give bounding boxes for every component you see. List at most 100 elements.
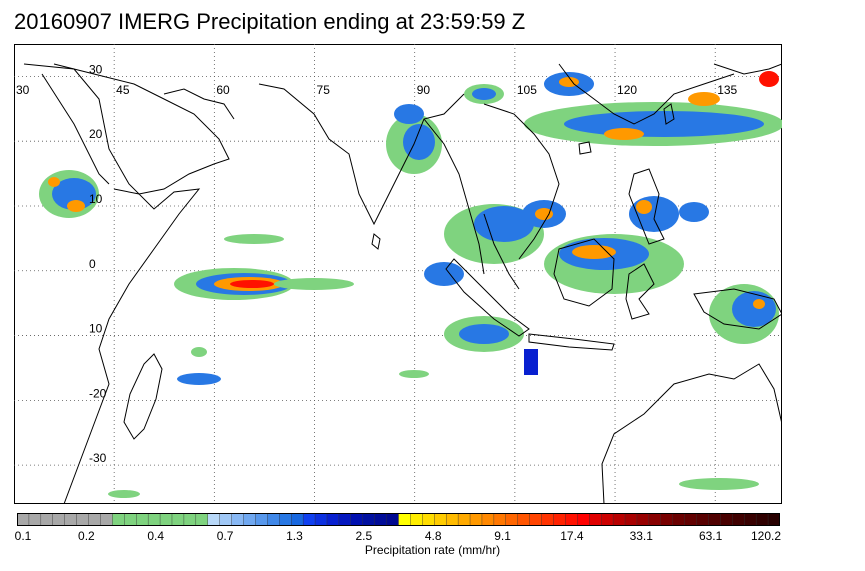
colorbar-swatch bbox=[529, 513, 543, 526]
coastline-bay-bengal-east bbox=[423, 118, 485, 275]
coastline-africa-east bbox=[23, 63, 201, 504]
colorbar-swatch bbox=[445, 513, 459, 526]
colorbar-swatch bbox=[338, 513, 352, 526]
colorbar-swatch bbox=[720, 513, 733, 526]
colorbar-tick-label: 0.7 bbox=[216, 529, 234, 543]
colorbar-svg bbox=[17, 513, 780, 526]
colorbar-tick-label: 4.8 bbox=[424, 529, 442, 543]
colorbar-tick-label: 9.1 bbox=[494, 529, 511, 543]
colorbar-tick-label: 1.3 bbox=[286, 529, 303, 543]
colorbar-swatch bbox=[64, 513, 78, 526]
colorbar-swatch bbox=[481, 513, 495, 526]
precip-area bbox=[679, 478, 759, 490]
colorbar-swatch bbox=[136, 513, 149, 526]
colorbar-swatch bbox=[493, 513, 507, 526]
colorbar-title: Precipitation rate (mm/hr) bbox=[364, 543, 501, 557]
latitude-label: 0 bbox=[89, 257, 96, 271]
precip-area bbox=[474, 206, 534, 242]
colorbar-swatch bbox=[279, 513, 292, 526]
coastline-philippines bbox=[628, 168, 665, 245]
latitude-label: 10 bbox=[89, 322, 103, 336]
latitude-label: 20 bbox=[89, 127, 103, 141]
precip-area bbox=[759, 71, 779, 87]
coastline-arabia bbox=[53, 63, 230, 195]
longitude-label: 45 bbox=[116, 83, 130, 97]
colorbar-swatch bbox=[302, 513, 316, 526]
colorbar-swatch bbox=[410, 513, 423, 526]
coastline-sulawesi bbox=[625, 263, 655, 320]
longitude-label: 120 bbox=[617, 83, 637, 97]
coastline-hainan bbox=[578, 141, 592, 155]
precip-area bbox=[472, 88, 496, 100]
colorbar-swatch bbox=[541, 513, 555, 526]
colorbar-swatch bbox=[648, 513, 662, 526]
colorbar-swatch bbox=[565, 513, 578, 526]
colorbar-swatch bbox=[231, 513, 245, 526]
precipitation-map: 30 45 60 75 90 105 120 135 30 20 10 0 10 -20 -30 bbox=[14, 44, 782, 504]
precip-area bbox=[679, 202, 709, 222]
colorbar-swatch bbox=[100, 513, 113, 526]
coastlines bbox=[23, 63, 782, 504]
colorbar-tick-label: 17.4 bbox=[560, 529, 584, 543]
colorbar-swatch bbox=[708, 513, 721, 526]
colorbar-tick-label: 0.1 bbox=[14, 529, 32, 543]
colorbar-swatch bbox=[255, 513, 268, 526]
colorbar-swatch bbox=[553, 513, 566, 526]
colorbar-swatch bbox=[76, 513, 90, 526]
precip-area bbox=[224, 234, 284, 244]
precip-area bbox=[48, 177, 60, 187]
colorbar-swatch bbox=[660, 513, 674, 526]
coastline-indochina bbox=[483, 103, 560, 260]
colorbar-tick-label: 2.5 bbox=[355, 529, 373, 543]
longitude-label: 60 bbox=[216, 83, 230, 97]
graticule-labels: 30 45 60 75 90 105 120 135 30 20 10 0 10 -20 -30 bbox=[16, 62, 738, 465]
precip-area bbox=[572, 245, 616, 259]
colorbar-swatch bbox=[672, 513, 686, 526]
precip-area bbox=[274, 278, 354, 290]
coastline-china bbox=[558, 63, 735, 125]
latitude-label: -30 bbox=[89, 451, 107, 465]
colorbar-swatch bbox=[505, 513, 519, 526]
precip-area bbox=[524, 349, 538, 375]
colorbar-swatch bbox=[350, 513, 364, 526]
colorbar-tick-label: 120.2 bbox=[750, 529, 782, 543]
colorbar-swatch bbox=[267, 513, 280, 526]
colorbar-swatch bbox=[40, 513, 54, 526]
coastline-red-sea bbox=[41, 73, 110, 185]
precip-area bbox=[688, 92, 720, 106]
precip-area bbox=[108, 490, 140, 498]
coastline-malay-peninsula bbox=[483, 213, 520, 290]
precip-area bbox=[604, 128, 644, 140]
colorbar-swatch bbox=[469, 513, 483, 526]
colorbar-swatch bbox=[291, 513, 304, 526]
coastline-persian-gulf bbox=[163, 88, 235, 120]
coastline-new-guinea bbox=[693, 288, 782, 330]
colorbar-swatch bbox=[767, 513, 780, 526]
colorbar-outline bbox=[17, 513, 780, 526]
colorbar-swatch bbox=[624, 513, 638, 526]
precip-area bbox=[177, 373, 221, 385]
colorbar-swatch bbox=[696, 513, 710, 526]
colorbar-swatch bbox=[600, 513, 614, 526]
precip-area bbox=[67, 200, 85, 212]
coastline-sumatra bbox=[445, 258, 530, 337]
colorbar-tick-label: 33.1 bbox=[629, 529, 653, 543]
colorbar-swatch bbox=[124, 513, 137, 526]
precip-area bbox=[753, 299, 765, 309]
colorbar-swatch bbox=[684, 513, 698, 526]
colorbar-swatch bbox=[243, 513, 257, 526]
longitude-label: 75 bbox=[317, 83, 331, 97]
longitude-label: 105 bbox=[517, 83, 537, 97]
precip-area bbox=[459, 324, 509, 344]
colorbar-swatch bbox=[517, 513, 531, 526]
coastline-java bbox=[528, 333, 615, 351]
latitude-label: 10 bbox=[89, 192, 103, 206]
colorbar-swatch bbox=[326, 513, 340, 526]
colorbar-swatch bbox=[219, 513, 233, 526]
coastline-australia bbox=[601, 363, 782, 504]
map-svg: 30 45 60 75 90 105 120 135 30 20 10 0 10 -20 -30 bbox=[14, 44, 782, 504]
precip-area bbox=[403, 124, 435, 160]
colorbar-swatch bbox=[434, 513, 447, 526]
coastline-japan bbox=[713, 63, 782, 75]
colorbar-swatch bbox=[755, 513, 769, 526]
